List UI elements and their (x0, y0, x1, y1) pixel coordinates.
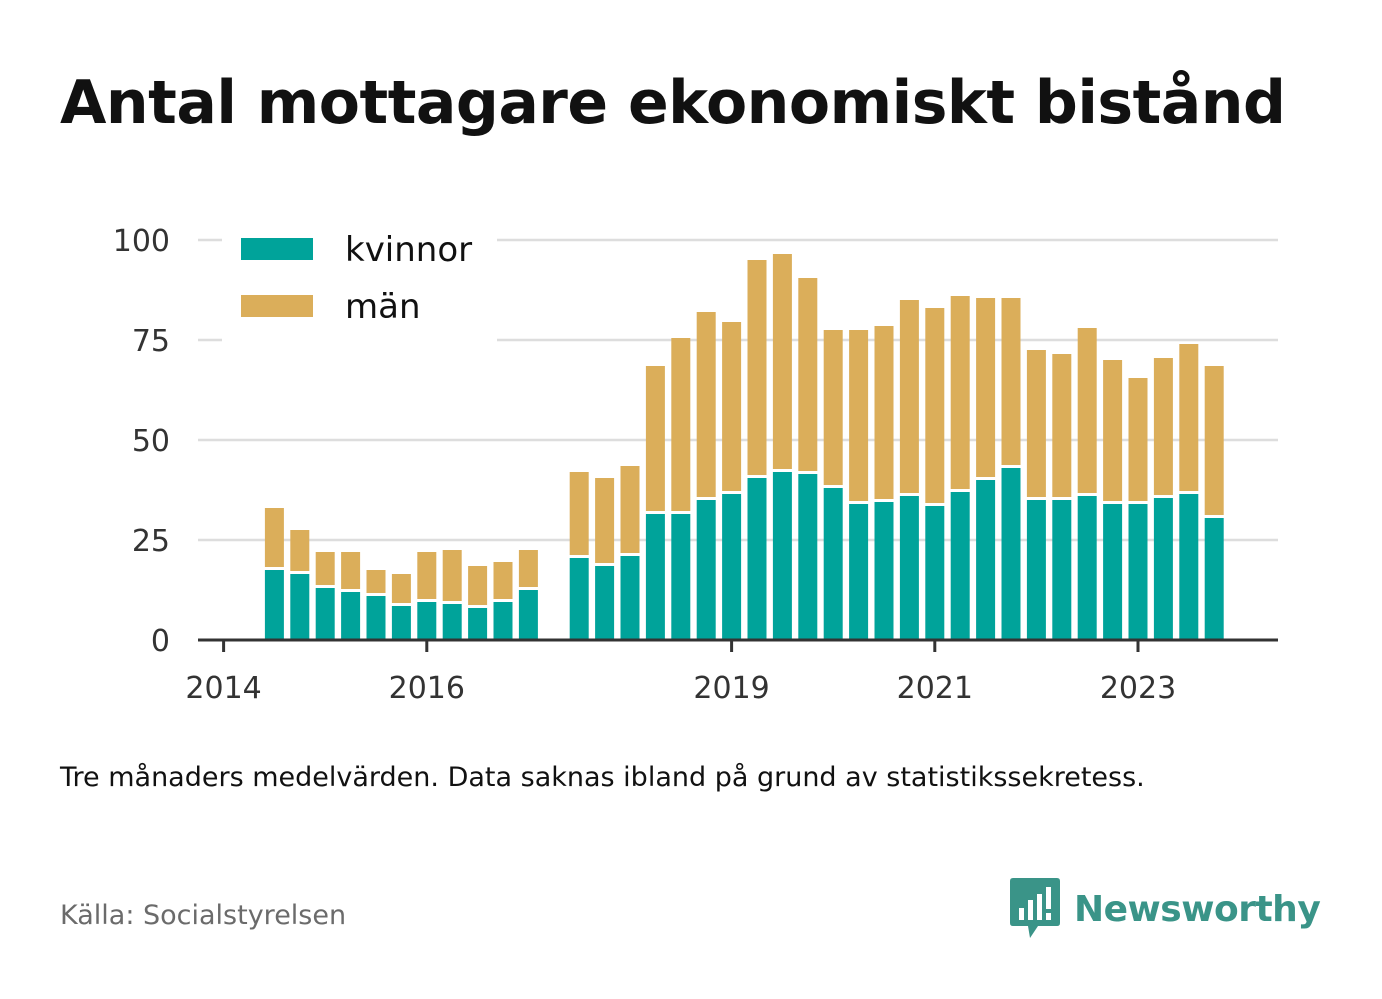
x-tick-label: 2023 (1100, 671, 1176, 706)
bar-man (391, 574, 411, 603)
bar-man (569, 472, 589, 555)
bar-kvinnor (1026, 500, 1046, 640)
bar-man (264, 508, 284, 567)
bar-kvinnor (290, 574, 310, 640)
bar-kvinnor (1179, 494, 1199, 640)
bar-kvinnor (391, 606, 411, 640)
x-tick-label: 2016 (389, 671, 465, 706)
bar-man (493, 562, 513, 599)
bar-kvinnor (849, 504, 869, 640)
bar-kvinnor (976, 480, 996, 640)
bar-kvinnor (645, 514, 665, 640)
bar-man (1077, 328, 1097, 493)
bar-kvinnor (925, 506, 945, 640)
y-tick-label: 75 (132, 324, 170, 359)
bar-kvinnor (950, 492, 970, 640)
legend: kvinnor män (222, 224, 497, 344)
chart-note: Tre månaders medelvärden. Data saknas ib… (60, 762, 1145, 793)
bar-kvinnor (696, 500, 716, 640)
bar-man (468, 566, 488, 605)
x-axis-ticks: 2014 2016 2019 2021 2023 (185, 640, 1176, 706)
bar-man (722, 322, 742, 491)
bar-man (1128, 378, 1148, 501)
bar-man (798, 278, 818, 471)
chart-title: Antal mottagare ekonomiskt bistånd (60, 68, 1286, 138)
bar-kvinnor (798, 474, 818, 640)
bar-kvinnor (264, 570, 284, 640)
bar-kvinnor (823, 488, 843, 640)
bar-man (417, 552, 437, 599)
bar-kvinnor (315, 588, 335, 640)
bar-kvinnor (1077, 496, 1097, 640)
y-tick-label: 50 (132, 424, 170, 459)
bar-man (341, 552, 361, 589)
y-tick-label: 100 (113, 224, 170, 259)
bar-man (772, 254, 792, 469)
bar-man (442, 550, 462, 601)
bar-man (1204, 366, 1224, 515)
bar-man (366, 570, 386, 593)
bar-man (925, 308, 945, 503)
source-credit: Källa: Socialstyrelsen (60, 900, 347, 931)
bar-kvinnor (493, 602, 513, 640)
bar-man (1026, 350, 1046, 497)
bar-man (747, 260, 767, 475)
bar-man (696, 312, 716, 497)
bar-kvinnor (1128, 504, 1148, 640)
y-axis-tick-labels: 0 25 50 75 100 (113, 224, 170, 659)
bar-kvinnor (518, 590, 538, 640)
bar-kvinnor (442, 604, 462, 640)
bar-kvinnor (595, 566, 615, 640)
bar-man (1179, 344, 1199, 491)
bar-man (645, 366, 665, 511)
bar-man (976, 298, 996, 477)
bar-kvinnor (671, 514, 691, 640)
bar-man (1001, 298, 1021, 465)
bar-man (315, 552, 335, 585)
bar-kvinnor (569, 558, 589, 640)
bar-man (290, 530, 310, 571)
y-tick-label: 25 (132, 524, 170, 559)
bar-man (849, 330, 869, 501)
bar-man (899, 300, 919, 493)
newsworthy-logo: Newsworthy (1010, 878, 1321, 940)
bar-man (595, 478, 615, 563)
bar-kvinnor (899, 496, 919, 640)
bar-man (620, 466, 640, 553)
bar-kvinnor (1153, 498, 1173, 640)
legend-label: män (345, 287, 421, 327)
bar-kvinnor (366, 596, 386, 640)
bar-man (518, 550, 538, 587)
stacked-bar-chart: 0 25 50 75 100 2014 2016 2019 2021 2023 kvinnor m… (113, 224, 1278, 706)
bar-man (874, 326, 894, 499)
x-tick-label: 2014 (185, 671, 261, 706)
bar-man (823, 330, 843, 485)
legend-swatch (241, 238, 313, 260)
y-tick-label: 0 (151, 624, 170, 659)
bar-kvinnor (1001, 468, 1021, 640)
legend-label: kvinnor (345, 230, 472, 270)
bar-man (671, 338, 691, 511)
bar-kvinnor (772, 472, 792, 640)
bar-man (1153, 358, 1173, 495)
bar-man (950, 296, 970, 489)
legend-swatch (241, 295, 313, 317)
x-tick-label: 2021 (897, 671, 973, 706)
bar-kvinnor (1103, 504, 1123, 640)
bar-kvinnor (874, 502, 894, 640)
x-tick-label: 2019 (693, 671, 769, 706)
bar-kvinnor (722, 494, 742, 640)
bar-man (1052, 354, 1072, 497)
bar-kvinnor (1052, 500, 1072, 640)
bar-kvinnor (620, 556, 640, 640)
bar-kvinnor (417, 602, 437, 640)
bar-kvinnor (468, 608, 488, 640)
bar-kvinnor (1204, 518, 1224, 640)
bar-man (1103, 360, 1123, 501)
bar-kvinnor (341, 592, 361, 640)
bar-chart-speech-bubble-icon (1010, 878, 1060, 938)
brand-name: Newsworthy (1074, 888, 1321, 930)
bar-kvinnor (747, 478, 767, 640)
bars (264, 254, 1224, 640)
